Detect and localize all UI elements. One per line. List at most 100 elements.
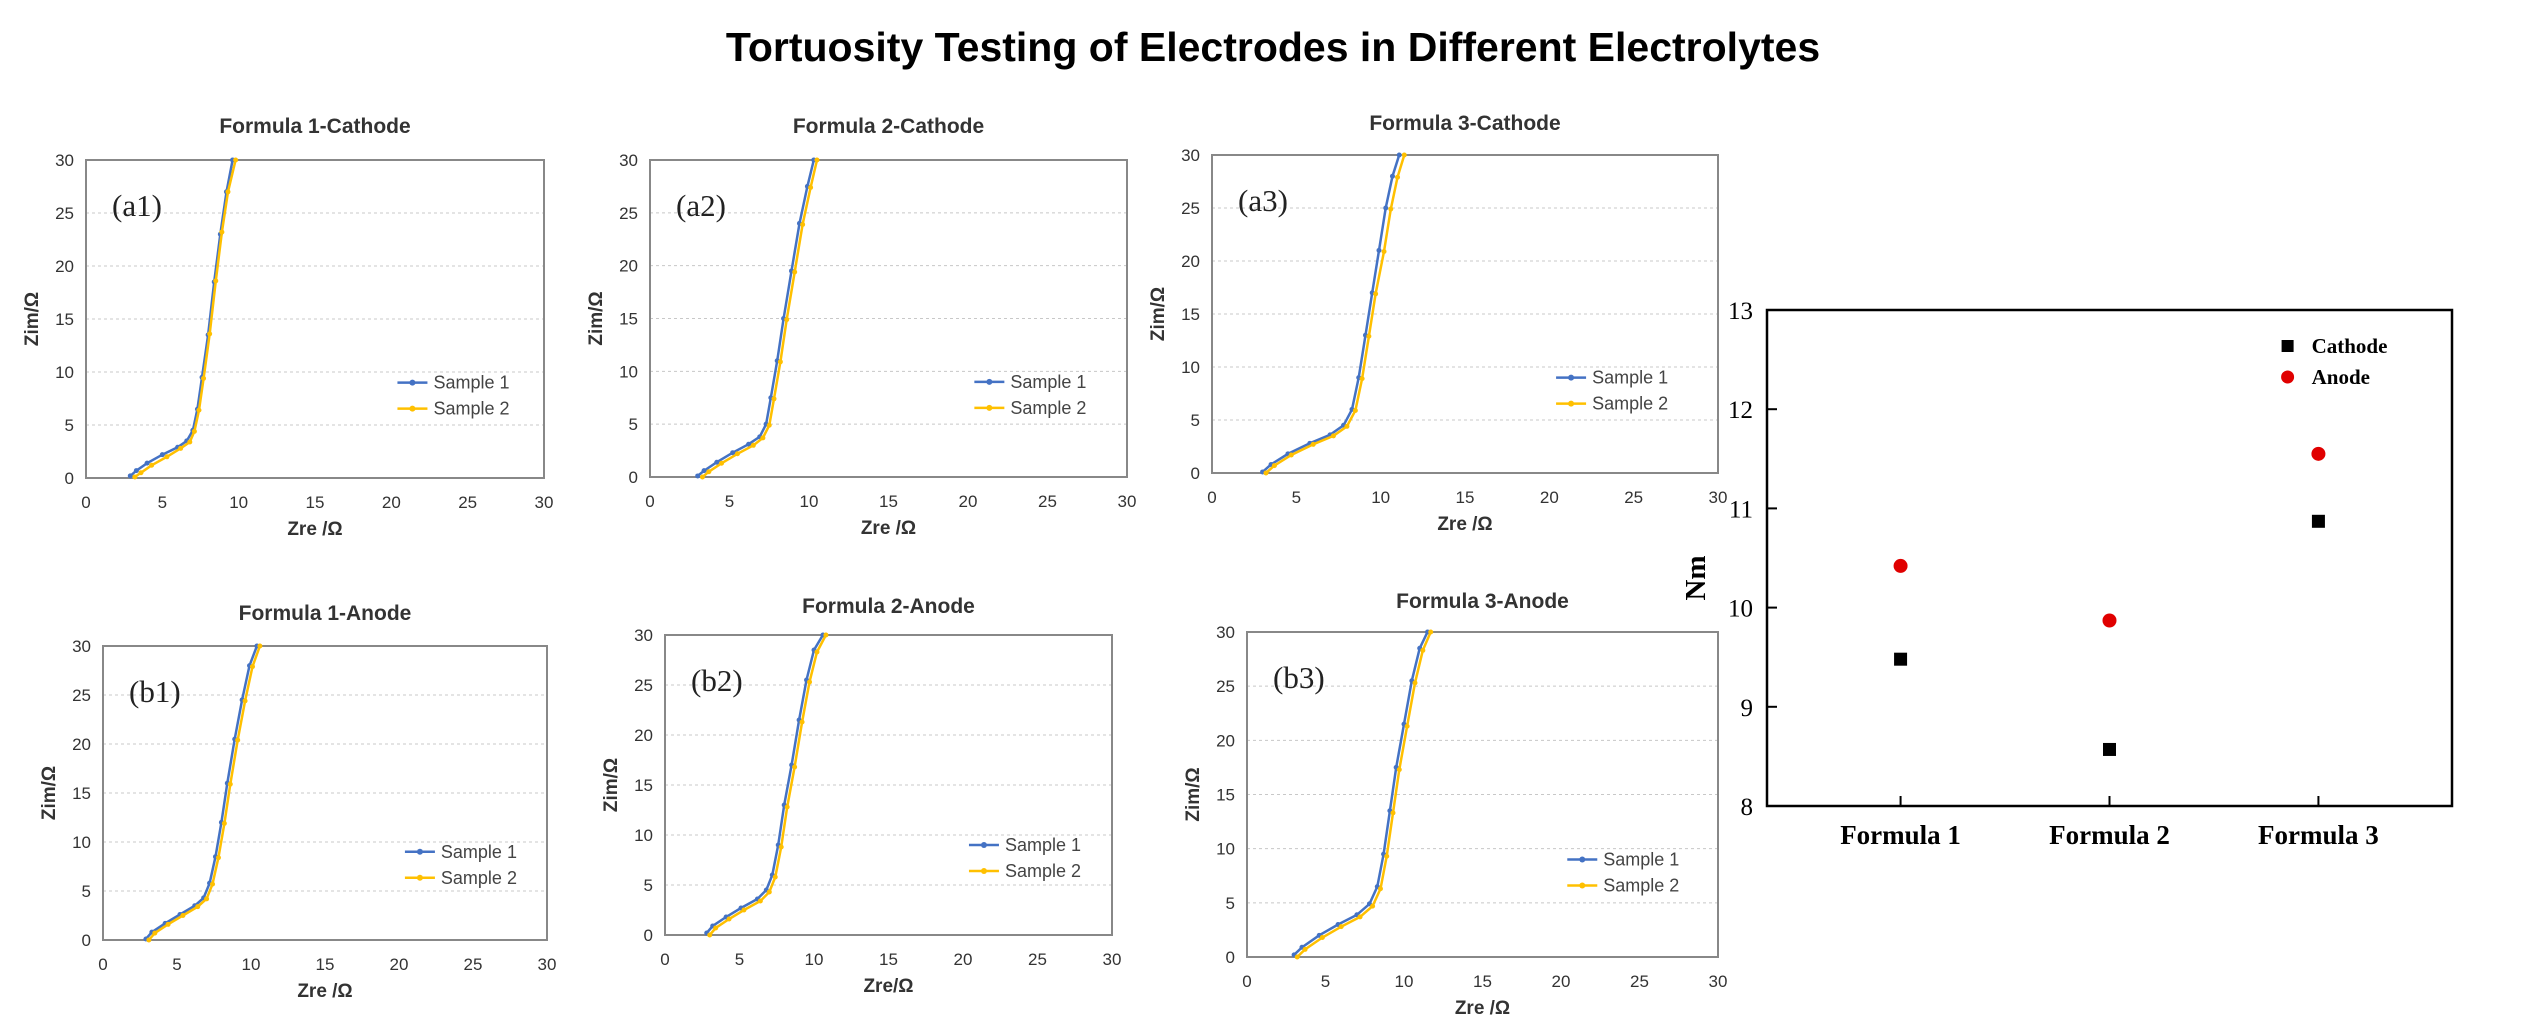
x-tick-label: 10 <box>229 493 248 512</box>
data-point <box>204 896 210 902</box>
legend-label: Sample 2 <box>1010 398 1086 418</box>
y-tick-label: 25 <box>72 686 91 705</box>
series-line-2 <box>1265 154 1406 474</box>
x-axis-label: Zre /Ω <box>287 519 342 540</box>
data-point <box>196 407 202 413</box>
data-point <box>771 396 777 402</box>
x-tick-label: 10 <box>805 950 824 969</box>
y-tick-label: 20 <box>72 735 91 754</box>
data-point <box>149 462 155 468</box>
cathode-point <box>2103 742 2116 756</box>
data-point <box>1420 647 1426 653</box>
data-point <box>1359 376 1365 382</box>
data-point <box>225 189 231 195</box>
data-point <box>1302 946 1308 952</box>
data-point <box>726 916 732 922</box>
data-point <box>757 898 763 904</box>
y-tick-label: 30 <box>55 151 74 170</box>
data-point <box>210 881 216 887</box>
y-tick-label: 5 <box>644 876 653 895</box>
x-tick-label: 30 <box>538 955 557 974</box>
panel-label: (b1) <box>129 674 181 709</box>
data-point <box>227 781 233 787</box>
x-tick-label: 15 <box>1473 972 1492 991</box>
legend-label: Sample 2 <box>1592 394 1668 414</box>
data-point <box>784 804 790 810</box>
data-point <box>133 468 139 474</box>
legend-label: Sample 2 <box>441 868 517 888</box>
data-point <box>195 904 201 910</box>
panel-label: (b3) <box>1273 660 1325 695</box>
subplot-title: Formula 1-Anode <box>239 602 412 625</box>
x-axis-label: Zre /Ω <box>1437 514 1492 535</box>
x-tick-label: 0 <box>98 955 107 974</box>
data-point <box>1357 914 1363 920</box>
x-tick-label: 15 <box>879 950 898 969</box>
legend-marker <box>1579 882 1586 889</box>
data-point <box>808 184 814 190</box>
data-point <box>713 925 719 931</box>
subplot-title: Formula 2-Anode <box>802 595 975 618</box>
legend-label: Sample 1 <box>1592 368 1668 388</box>
x-tick-label: 30 <box>1103 950 1122 969</box>
data-point <box>701 468 707 474</box>
data-point <box>132 474 138 480</box>
series-line-1 <box>144 645 259 940</box>
x-tick-label: 15 <box>306 493 325 512</box>
data-point <box>164 454 170 460</box>
figure-title: Tortuosity Testing of Electrodes in Diff… <box>725 24 1821 70</box>
y-tick-label: 0 <box>82 931 91 950</box>
plot-frame <box>85 159 545 479</box>
x-tick-label: 0 <box>1207 488 1216 507</box>
data-point <box>777 359 783 365</box>
cathode-point <box>2311 514 2325 528</box>
y-tick-label: 8 <box>1741 794 1754 821</box>
data-point <box>201 375 207 381</box>
subplot-title: Formula 3-Cathode <box>1369 112 1560 135</box>
x-tick-label: 5 <box>1292 488 1301 507</box>
y-axis-label: Zim/Ω <box>39 766 60 820</box>
plot-frame <box>1246 631 1719 958</box>
data-point <box>706 469 712 475</box>
y-tick-label: 0 <box>1191 464 1200 483</box>
x-tick-label: 5 <box>158 493 167 512</box>
y-tick-label: 25 <box>634 676 653 695</box>
panel-label: (a3) <box>1238 183 1288 218</box>
x-tick-label: 5 <box>1321 972 1330 991</box>
panel-label: (b2) <box>691 663 743 698</box>
x-tick-label: 20 <box>1552 972 1571 991</box>
data-point <box>1294 954 1300 960</box>
panel-b2: 0 5 10 15 20 25 30 0 5 10 15 20 25 30 Formula 2-Anode Z… <box>601 595 1121 997</box>
x-axis-label: Zre /Ω <box>297 981 352 1002</box>
y-tick-label: 5 <box>629 415 638 434</box>
y-tick-label: 0 <box>65 469 74 488</box>
x-tick-label: 25 <box>464 955 483 974</box>
y-tick-label: 15 <box>634 776 653 795</box>
legend-label: Anode <box>2312 365 2370 389</box>
legend-label: Sample 2 <box>1005 861 1081 881</box>
y-tick-label: 15 <box>55 310 74 329</box>
x-tick-label: 15 <box>1456 488 1475 507</box>
series-line-1 <box>696 159 816 477</box>
x-tick-label: 10 <box>800 492 819 511</box>
y-tick-label: 12 <box>1728 397 1753 424</box>
panel-a3: 0 5 10 15 20 25 30 0 5 10 15 20 25 30 Formula 3-Cathod… <box>1148 112 1727 535</box>
data-point <box>760 435 766 441</box>
data-point <box>1404 723 1410 729</box>
x-axis-label: Zre /Ω <box>861 518 916 539</box>
data-point <box>152 930 158 936</box>
legend-marker <box>980 868 987 874</box>
data-point <box>799 719 805 725</box>
subplot-title: Formula 1-Cathode <box>219 115 410 138</box>
data-point <box>219 229 225 235</box>
data-point <box>180 913 186 918</box>
data-point <box>730 450 736 456</box>
x-tick-label: 20 <box>382 493 401 512</box>
data-point <box>1401 152 1407 158</box>
y-tick-label: 5 <box>1191 411 1200 430</box>
data-point <box>213 278 219 284</box>
y-axis-label: Nm <box>1680 555 1712 600</box>
data-point <box>257 643 263 649</box>
data-point <box>1370 903 1376 909</box>
y-tick-label: 10 <box>1216 840 1235 859</box>
